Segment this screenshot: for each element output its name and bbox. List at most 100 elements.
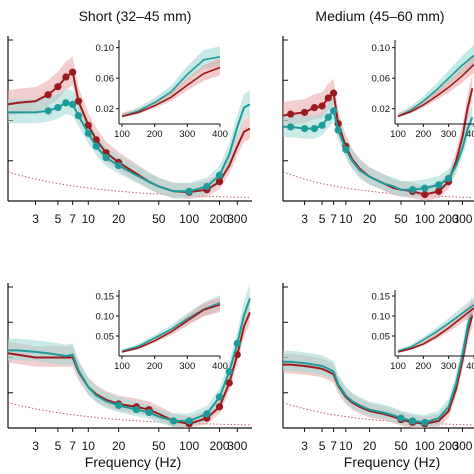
x-tick-label: 7 xyxy=(69,439,76,453)
inset-x-tick-label: 200 xyxy=(147,129,163,140)
teal-data-point xyxy=(342,145,350,154)
teal-data-point xyxy=(115,161,123,170)
teal-data-point xyxy=(408,417,417,425)
teal-data-point xyxy=(62,99,70,107)
inset-x-tick-label: 400 xyxy=(212,129,228,140)
teal-data-point xyxy=(408,186,417,194)
x-tick-label: 7 xyxy=(69,212,76,226)
x-tick-label: 10 xyxy=(339,212,353,226)
teal-data-point xyxy=(145,408,153,417)
x-tick-label: 20 xyxy=(112,439,126,453)
red-data-point xyxy=(421,190,429,199)
red-data-point xyxy=(215,403,224,411)
inset-x-tick-label: 100 xyxy=(390,361,406,372)
noise-floor-line xyxy=(7,171,250,198)
x-tick-label: 200 xyxy=(439,439,459,453)
inset-x-tick-label: 300 xyxy=(441,361,457,372)
inset-y-tick-label: 0.10 xyxy=(372,312,391,323)
x-tick-label: 100 xyxy=(415,439,435,453)
teal-data-point xyxy=(330,107,338,115)
noise-floor-line xyxy=(282,402,473,426)
x-tick-label: 20 xyxy=(363,212,377,226)
red-data-point xyxy=(215,178,224,186)
inset-y-tick-label: 0.06 xyxy=(96,74,115,85)
inset-y-tick-label: 0.10 xyxy=(372,43,391,54)
red-data-point xyxy=(287,110,295,118)
inset-teal-line xyxy=(397,304,474,352)
inset-red-band xyxy=(398,55,474,118)
x-tick-label: 5 xyxy=(319,212,326,226)
inset-teal-line xyxy=(397,54,474,118)
teal-data-point xyxy=(310,124,319,133)
teal-data-point xyxy=(69,100,77,108)
teal-data-point xyxy=(300,124,309,133)
teal-data-point xyxy=(397,414,405,422)
inset-red-line xyxy=(121,304,221,353)
teal-data-point xyxy=(92,142,100,150)
inset-x-tick-label: 300 xyxy=(441,129,457,140)
x-tick-label: 50 xyxy=(152,439,166,453)
teal-data-point xyxy=(233,339,241,347)
teal-data-point xyxy=(334,126,342,134)
x-axis-label-left: Frequency (Hz) xyxy=(85,454,181,470)
teal-data-point xyxy=(421,418,429,426)
x-tick-label: 100 xyxy=(179,439,199,453)
teal-data-point xyxy=(169,417,178,425)
x-tick-label: 300 xyxy=(227,439,247,453)
inset-y-tick-label: 0.15 xyxy=(372,292,391,303)
teal-confidence-band xyxy=(283,97,473,197)
teal-data-point xyxy=(215,393,224,401)
teal-data-point xyxy=(203,410,211,418)
inset-teal-band xyxy=(122,46,220,118)
inset-y-tick-label: 0.10 xyxy=(96,43,115,54)
column-title-short: Short (32–45 mm) xyxy=(79,8,192,24)
red-data-point xyxy=(62,73,70,81)
teal-data-point xyxy=(115,401,123,410)
x-tick-label: 10 xyxy=(339,439,353,453)
teal-confidence-band xyxy=(283,293,473,428)
x-tick-label: 200 xyxy=(209,212,229,226)
x-tick-label: 300 xyxy=(452,439,472,453)
red-data-point xyxy=(54,83,62,91)
teal-data-point xyxy=(421,184,429,192)
teal-data-point xyxy=(74,112,83,120)
teal-data-point xyxy=(203,182,211,191)
red-data-point xyxy=(225,379,233,387)
inset-x-tick-label: 400 xyxy=(466,361,474,372)
red-data-point xyxy=(74,97,83,105)
inset-x-tick-label: 200 xyxy=(147,361,163,372)
x-tick-label: 100 xyxy=(415,212,435,226)
x-tick-label: 3 xyxy=(32,212,39,226)
teal-data-point xyxy=(44,107,52,115)
inset-x-tick-label: 400 xyxy=(212,361,228,372)
x-tick-label: 7 xyxy=(330,439,337,453)
x-tick-label: 10 xyxy=(82,212,96,226)
x-tick-label: 300 xyxy=(227,212,247,226)
teal-data-point xyxy=(132,406,140,414)
inset-x-tick-label: 200 xyxy=(415,361,431,372)
red-data-point xyxy=(300,108,309,117)
x-tick-label: 100 xyxy=(179,212,199,226)
red-data-point xyxy=(69,68,77,76)
inset-y-tick-label: 0.15 xyxy=(96,292,115,303)
x-tick-label: 200 xyxy=(439,212,459,226)
x-tick-label: 3 xyxy=(301,212,308,226)
inset-x-tick-label: 100 xyxy=(390,129,406,140)
inset-y-tick-label: 0.10 xyxy=(96,312,115,323)
red-data-point xyxy=(318,102,326,110)
inset-y-tick-label: 0.02 xyxy=(372,104,391,115)
column-title-medium: Medium (45–60 mm) xyxy=(315,8,444,24)
x-tick-label: 200 xyxy=(209,439,229,453)
inset-chart: 0.05 0.10 0.15 100 200 300 400 xyxy=(96,290,228,372)
inset-red-band xyxy=(122,58,220,118)
inset-x-tick-label: 100 xyxy=(114,129,130,140)
inset-x-tick-label: 300 xyxy=(179,361,195,372)
red-data-point xyxy=(324,94,332,102)
inset-y-tick-label: 0.05 xyxy=(372,332,391,343)
teal-data-point xyxy=(185,187,193,195)
inset-teal-line xyxy=(121,56,221,118)
teal-data-point xyxy=(84,129,92,137)
